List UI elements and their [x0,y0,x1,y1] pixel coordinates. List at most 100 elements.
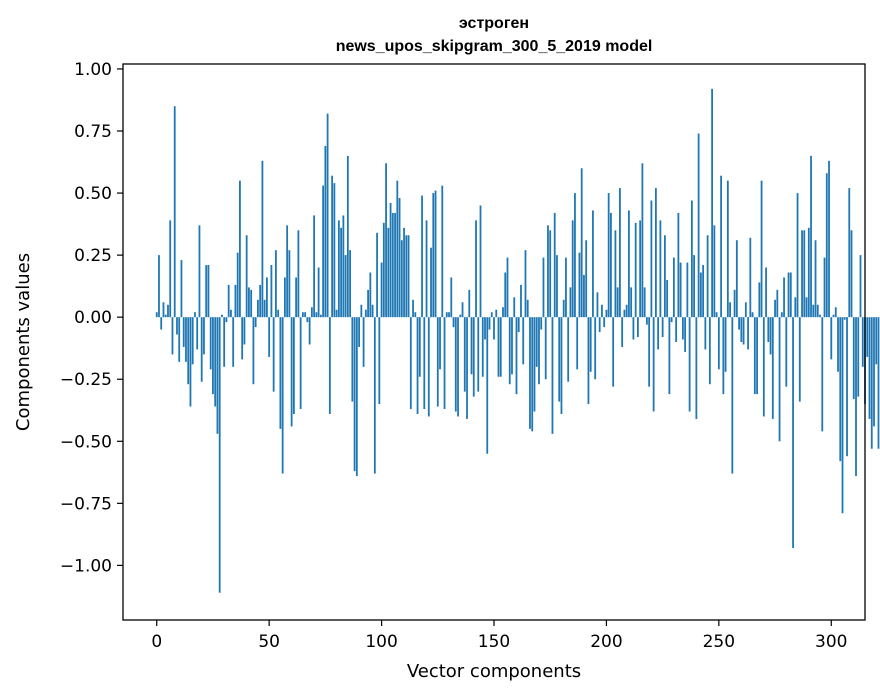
bar-168 [533,317,536,412]
bar-317 [868,317,871,419]
bar-96 [371,304,374,318]
bar-288 [803,230,806,318]
bar-57 [283,277,286,318]
bar-237 [688,317,691,412]
bar-285 [796,193,799,318]
bar-62 [295,277,298,318]
bar-292 [812,304,815,318]
bar-162 [520,284,522,318]
bar-77 [328,317,331,414]
bar-243 [702,265,705,318]
bar-182 [565,257,567,318]
bar-14 [187,317,190,385]
bar-256 [731,317,734,474]
bar-242 [699,272,702,318]
bar-222 [654,188,657,318]
bar-186 [574,193,576,318]
bar-106 [394,212,396,318]
bar-282 [789,272,792,318]
bar-278 [780,312,783,318]
bar-68 [308,317,311,345]
bar-34 [232,317,235,367]
bar-137 [463,317,466,392]
bar-170 [538,317,540,385]
bar-173 [544,317,547,380]
bar-112 [407,235,410,318]
bar-79 [333,183,336,318]
bar-184 [569,287,572,318]
y-tick-label: 0.50 [74,184,112,204]
bar-262 [744,302,747,318]
bar-304 [839,317,842,462]
bar-117 [418,317,421,377]
bar-202 [610,212,612,318]
bar-296 [821,317,824,432]
bar-75 [324,145,327,318]
bar-248 [713,225,716,318]
bar-110 [403,227,405,318]
bar-67 [306,317,309,323]
bar-128 [443,317,446,410]
bar-297 [823,257,826,318]
bar-300 [830,317,833,360]
bar-138 [466,317,468,419]
bar-60 [290,317,293,427]
chart-title-line1: эстроген [459,15,529,32]
bar-142 [475,220,477,318]
bar-321 [877,317,880,449]
bar-192 [587,317,590,405]
bar-181 [562,299,565,318]
bar-206 [619,188,621,318]
bar-132 [452,317,455,328]
bar-221 [652,317,655,412]
bar-98 [376,232,378,318]
bar-268 [758,282,761,318]
bar-271 [765,267,767,318]
bar-21 [203,317,205,355]
bar-114 [412,299,414,318]
bar-226 [663,235,666,318]
bar-200 [605,309,608,318]
bar-253 [724,317,727,372]
bar-251 [720,175,722,318]
bar-58 [286,225,289,318]
bar-80 [335,309,338,318]
bar-102 [385,163,387,318]
bar-30 [223,317,226,367]
bar-213 [634,222,637,318]
bar-115 [414,312,417,318]
bar-51 [270,265,273,318]
bar-7 [171,317,174,355]
bar-12 [182,317,185,347]
y-tick-label: −0.25 [60,370,112,390]
bar-255 [729,302,731,318]
bar-219 [648,317,651,387]
bar-74 [322,185,325,318]
bar-291 [810,155,812,318]
bar-187 [576,317,579,370]
bar-319 [873,317,875,427]
bar-27 [216,317,219,434]
bar-50 [268,317,271,357]
bar-42 [250,289,253,318]
bar-150 [493,317,495,340]
bar-86 [349,250,351,318]
bar-277 [778,317,781,442]
bars-group [155,88,880,593]
bar-197 [598,317,601,333]
bar-87 [351,317,354,402]
bar-279 [783,277,785,318]
bar-38 [241,317,244,360]
bar-178 [556,255,558,318]
bar-63 [297,230,300,318]
bar-81 [337,220,340,318]
bar-88 [353,317,356,472]
bar-124 [434,190,437,318]
bar-273 [769,317,772,355]
y-tick-label: 0.00 [74,308,112,328]
bar-56 [281,317,284,474]
bar-289 [805,297,808,318]
bar-29 [221,314,223,318]
bar-113 [409,317,412,410]
bar-134 [457,317,459,417]
